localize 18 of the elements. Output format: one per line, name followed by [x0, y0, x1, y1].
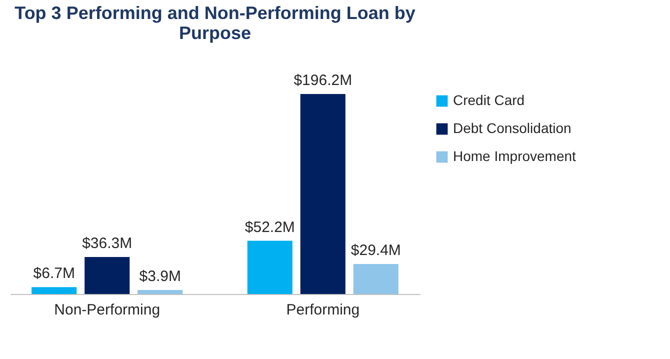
bar [353, 264, 398, 294]
data-label: $29.4M [350, 242, 401, 260]
data-label: $36.3M [82, 234, 132, 252]
legend-label: Credit Card [453, 92, 525, 108]
data-label: $6.7M [33, 265, 75, 282]
bar [247, 240, 292, 294]
bar [84, 256, 130, 294]
data-label: $3.9M [139, 268, 181, 286]
bar [300, 94, 346, 294]
x-tick-label: Performing [286, 302, 360, 318]
legend-label: Debt Consolidation [453, 120, 572, 136]
x-tick-label: Non-Performing [54, 302, 160, 318]
bar [138, 290, 183, 294]
data-label: $196.2M [294, 72, 352, 89]
legend-label: Home Improvement [453, 148, 576, 164]
chart-title: Top 3 Performing and Non-Performing Loan by Purpose [14, 3, 416, 43]
data-label: $52.2M [244, 218, 295, 236]
bar [32, 287, 77, 294]
